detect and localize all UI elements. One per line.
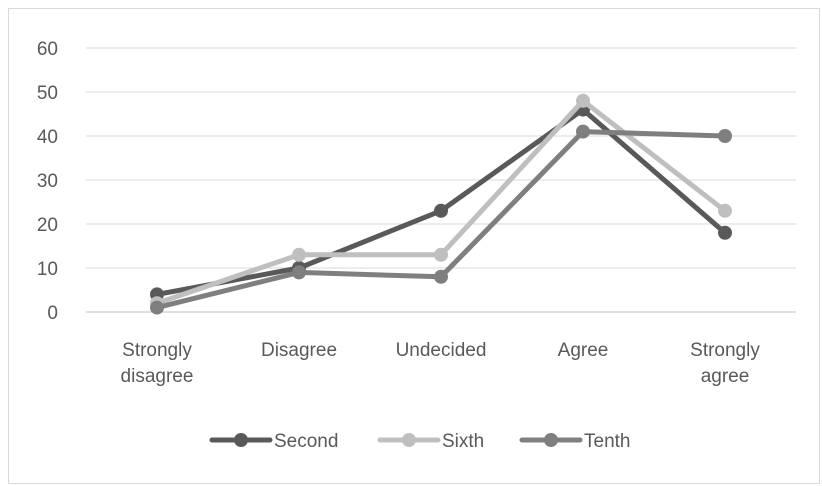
x-category-label: Strongly agree	[690, 340, 760, 387]
series-tenth	[150, 124, 732, 315]
data-point-second	[718, 225, 732, 240]
gridlines	[86, 47, 796, 313]
data-point-second	[434, 203, 448, 218]
legend-item-sixth: Sixth	[377, 431, 484, 452]
data-point-tenth	[718, 129, 732, 143]
legend-swatch-marker	[402, 433, 416, 447]
x-category-label-line: disagree	[121, 366, 194, 387]
x-category-label: Disagree	[261, 340, 337, 361]
y-tick-label: 50	[37, 83, 58, 104]
legend-label: Tenth	[584, 431, 630, 452]
chart-frame	[8, 8, 820, 484]
x-category-label-line: Undecided	[396, 340, 487, 361]
legend-item-second: Second	[209, 431, 338, 452]
legend-swatch-marker	[234, 433, 248, 447]
y-tick-label: 20	[37, 215, 58, 236]
y-tick-label: 0	[47, 303, 58, 324]
y-tick-label: 60	[37, 39, 58, 60]
data-point-tenth	[292, 265, 306, 280]
legend-label: Sixth	[442, 431, 484, 452]
series-lines	[150, 93, 732, 315]
y-axis-ticks: 0 10 20 30 40 50 60	[37, 39, 58, 324]
data-point-tenth	[150, 300, 164, 315]
y-tick-label: 10	[37, 259, 58, 280]
data-point-sixth	[718, 203, 732, 218]
legend-label: Second	[274, 431, 338, 452]
x-category-label: Undecided	[396, 340, 487, 361]
data-point-sixth	[434, 247, 448, 262]
data-point-tenth	[434, 269, 448, 284]
x-axis-categories: Strongly disagree Disagree Undecided Agree St…	[121, 340, 761, 387]
y-tick-label: 40	[37, 127, 58, 148]
x-category-label-line: Agree	[558, 340, 609, 361]
series-line-second	[154, 107, 728, 297]
x-category-label-line: Disagree	[261, 340, 337, 361]
data-point-tenth	[576, 124, 590, 139]
x-category-label-line: agree	[701, 366, 750, 387]
x-category-label: Strongly disagree	[121, 340, 194, 387]
legend-swatch-marker	[544, 433, 558, 447]
legend: Second Sixth Tenth	[209, 431, 630, 452]
y-tick-label: 30	[37, 171, 58, 192]
data-point-sixth	[576, 93, 590, 108]
x-category-label: Agree	[558, 340, 609, 361]
x-category-label-line: Strongly	[690, 340, 760, 361]
legend-item-tenth: Tenth	[519, 431, 630, 452]
data-point-sixth	[292, 247, 306, 262]
x-category-label-line: Strongly	[122, 340, 192, 361]
